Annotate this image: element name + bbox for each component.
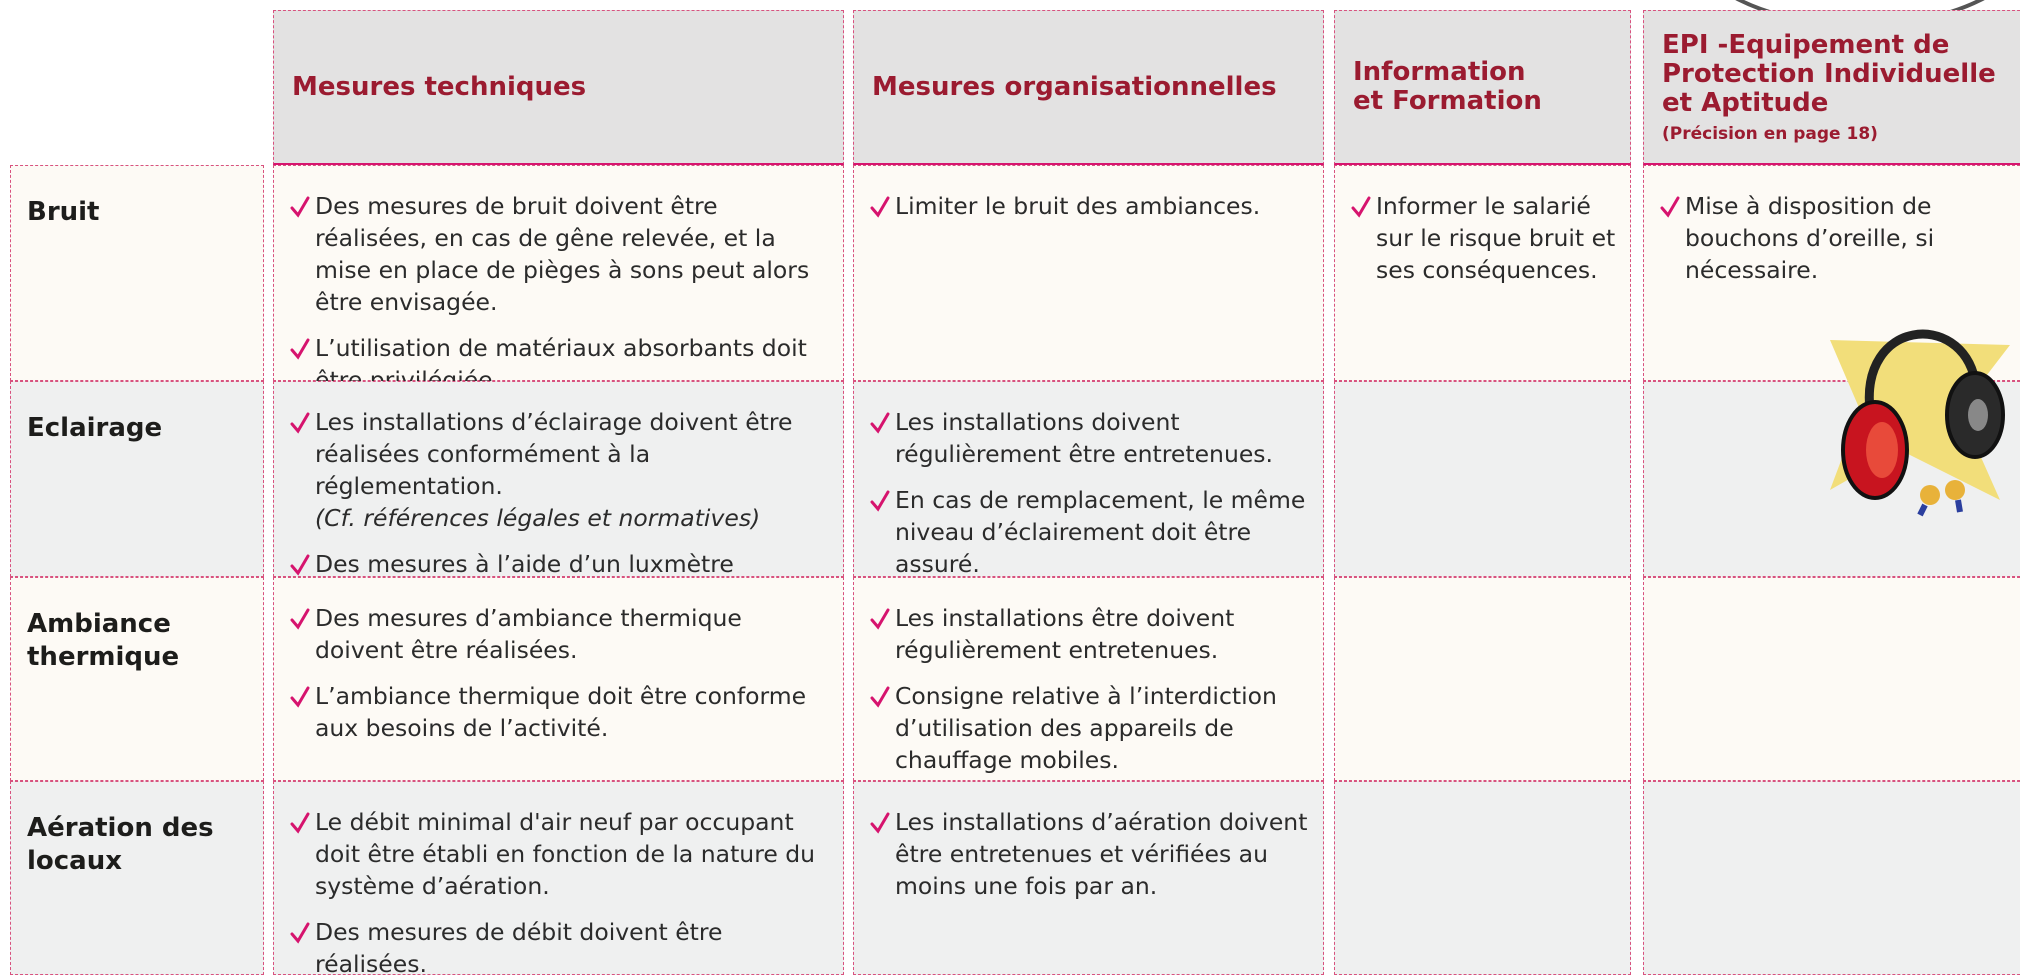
- check-icon: [1660, 196, 1680, 218]
- row-label-text: Eclairage: [27, 413, 163, 443]
- item-text: Limiter le bruit des ambiances.: [895, 190, 1260, 222]
- column-header: Information et Formation: [1334, 10, 1631, 165]
- item-label: Informer le salarié sur le risque bruit …: [1376, 192, 1616, 284]
- bullet-item: En cas de remplacement, le même niveau d…: [870, 484, 1309, 580]
- item-text: Les installations doivent régulièrement …: [895, 406, 1309, 470]
- row-label: Ambiance thermique: [10, 577, 264, 781]
- header-line: Mesures organisationnelles: [872, 71, 1277, 102]
- item-text: Des mesures d’ambiance thermique doivent…: [315, 602, 829, 666]
- check-icon: [290, 608, 310, 630]
- bullet-item: Des mesures de bruit doivent être réalis…: [290, 190, 829, 318]
- table-cell: Des mesures d’ambiance thermique doivent…: [273, 577, 844, 781]
- table-cell: Limiter le bruit des ambiances.: [853, 165, 1324, 381]
- item-label: Les installations d’éclairage doivent êt…: [315, 408, 793, 500]
- row-label: Eclairage: [10, 381, 264, 577]
- bullet-item: Le débit minimal d'air neuf par occupant…: [290, 806, 829, 902]
- item-label: Des mesures d’ambiance thermique doivent…: [315, 604, 742, 664]
- header-line: Protection Individuelle: [1662, 58, 1996, 89]
- bullet-item: L’ambiance thermique doit être conforme …: [290, 680, 829, 744]
- check-icon: [290, 812, 310, 834]
- table-cell: Les installations d’éclairage doivent êt…: [273, 381, 844, 610]
- bullet-item: Des mesures d’ambiance thermique doivent…: [290, 602, 829, 666]
- item-label: L’ambiance thermique doit être conforme …: [315, 682, 807, 742]
- bullet-item: Les installations d’aération doivent êtr…: [870, 806, 1309, 902]
- table-cell: [1334, 781, 1631, 975]
- check-icon: [870, 608, 890, 630]
- header-line: et Aptitude: [1662, 87, 1829, 118]
- header-line: Information: [1353, 57, 1526, 87]
- item-text: L’ambiance thermique doit être conforme …: [315, 680, 829, 744]
- check-icon: [870, 812, 890, 834]
- bullet-item: Consigne relative à l’interdiction d’uti…: [870, 680, 1309, 776]
- item-text: Informer le salarié sur le risque bruit …: [1376, 190, 1616, 286]
- header-line: Mesures techniques: [292, 71, 587, 102]
- table-cell: Les installations doivent régulièrement …: [853, 381, 1324, 580]
- item-label: L’utilisation de matériaux absorbants do…: [315, 334, 807, 394]
- row-label-text: Ambiance thermique: [27, 609, 180, 672]
- bullet-item: Les installations être doivent régulière…: [870, 602, 1309, 666]
- check-icon: [290, 412, 310, 434]
- row-label-text: Aération des locaux: [27, 813, 214, 876]
- check-icon: [870, 490, 890, 512]
- header-note: (Précision en page 18): [1662, 123, 1878, 144]
- item-text: Consigne relative à l’interdiction d’uti…: [895, 680, 1309, 776]
- table-cell: [1334, 577, 1631, 781]
- item-note: (Cf. références légales et normatives): [315, 504, 761, 532]
- item-label: Mise à disposition de bouchons d’oreille…: [1685, 192, 1935, 284]
- check-icon: [870, 686, 890, 708]
- table-cell: Des mesures de bruit doivent être réalis…: [273, 165, 844, 394]
- item-text: L’utilisation de matériaux absorbants do…: [315, 332, 829, 396]
- table-cell: [1643, 781, 2020, 975]
- check-icon: [290, 338, 310, 360]
- header-line: EPI -Equipement de: [1662, 29, 1950, 60]
- item-label: Des mesures de bruit doivent être réalis…: [315, 192, 810, 316]
- row-label: Aération des locaux: [10, 781, 264, 975]
- item-text: Le débit minimal d'air neuf par occupant…: [315, 806, 829, 902]
- item-label: Les installations doivent régulièrement …: [895, 408, 1274, 468]
- item-label: Les installations être doivent régulière…: [895, 604, 1235, 664]
- item-text: En cas de remplacement, le même niveau d…: [895, 484, 1309, 580]
- column-header: Mesures techniques: [273, 10, 844, 165]
- item-label: En cas de remplacement, le même niveau d…: [895, 486, 1306, 578]
- check-icon: [290, 686, 310, 708]
- item-label: Des mesures de débit doivent être réalis…: [315, 918, 723, 978]
- item-label: Les installations d’aération doivent êtr…: [895, 808, 1308, 900]
- check-icon: [1351, 196, 1371, 218]
- item-label: Consigne relative à l’interdiction d’uti…: [895, 682, 1277, 774]
- check-icon: [870, 196, 890, 218]
- column-header: Mesures organisationnelles: [853, 10, 1324, 165]
- bullet-item: L’utilisation de matériaux absorbants do…: [290, 332, 829, 396]
- bullet-item: Les installations doivent régulièrement …: [870, 406, 1309, 470]
- item-label: Le débit minimal d'air neuf par occupant…: [315, 808, 816, 900]
- check-icon: [290, 554, 310, 576]
- column-header: EPI -Equipement de Protection Individuell…: [1643, 10, 2020, 165]
- bullet-item: Des mesures de débit doivent être réalis…: [290, 916, 829, 980]
- item-label: Limiter le bruit des ambiances.: [895, 192, 1261, 220]
- check-icon: [870, 412, 890, 434]
- bullet-item: Limiter le bruit des ambiances.: [870, 190, 1309, 222]
- table-cell: Les installations d’aération doivent êtr…: [853, 781, 1324, 975]
- row-label-text: Bruit: [27, 197, 100, 227]
- table-cell: Les installations être doivent régulière…: [853, 577, 1324, 781]
- item-text: Des mesures de débit doivent être réalis…: [315, 916, 829, 980]
- table-cell: [1334, 381, 1631, 577]
- item-text: Les installations d’éclairage doivent êt…: [315, 406, 829, 534]
- bullet-item: Informer le salarié sur le risque bruit …: [1351, 190, 1616, 286]
- item-text: Les installations d’aération doivent êtr…: [895, 806, 1309, 902]
- item-text: Des mesures de bruit doivent être réalis…: [315, 190, 829, 318]
- earmuff-illustration: [1830, 329, 2010, 517]
- table-cell: [1643, 577, 2020, 781]
- header-line: et Formation: [1353, 86, 1542, 116]
- table-cell: Informer le salarié sur le risque bruit …: [1334, 165, 1631, 381]
- item-text: Les installations être doivent régulière…: [895, 602, 1309, 666]
- row-label: Bruit: [10, 165, 264, 381]
- check-icon: [290, 922, 310, 944]
- item-text: Mise à disposition de bouchons d’oreille…: [1685, 190, 2015, 286]
- check-icon: [290, 196, 310, 218]
- bullet-item: Mise à disposition de bouchons d’oreille…: [1660, 190, 2015, 286]
- bullet-item: Les installations d’éclairage doivent êt…: [290, 406, 829, 534]
- table-cell: Le débit minimal d'air neuf par occupant…: [273, 781, 844, 978]
